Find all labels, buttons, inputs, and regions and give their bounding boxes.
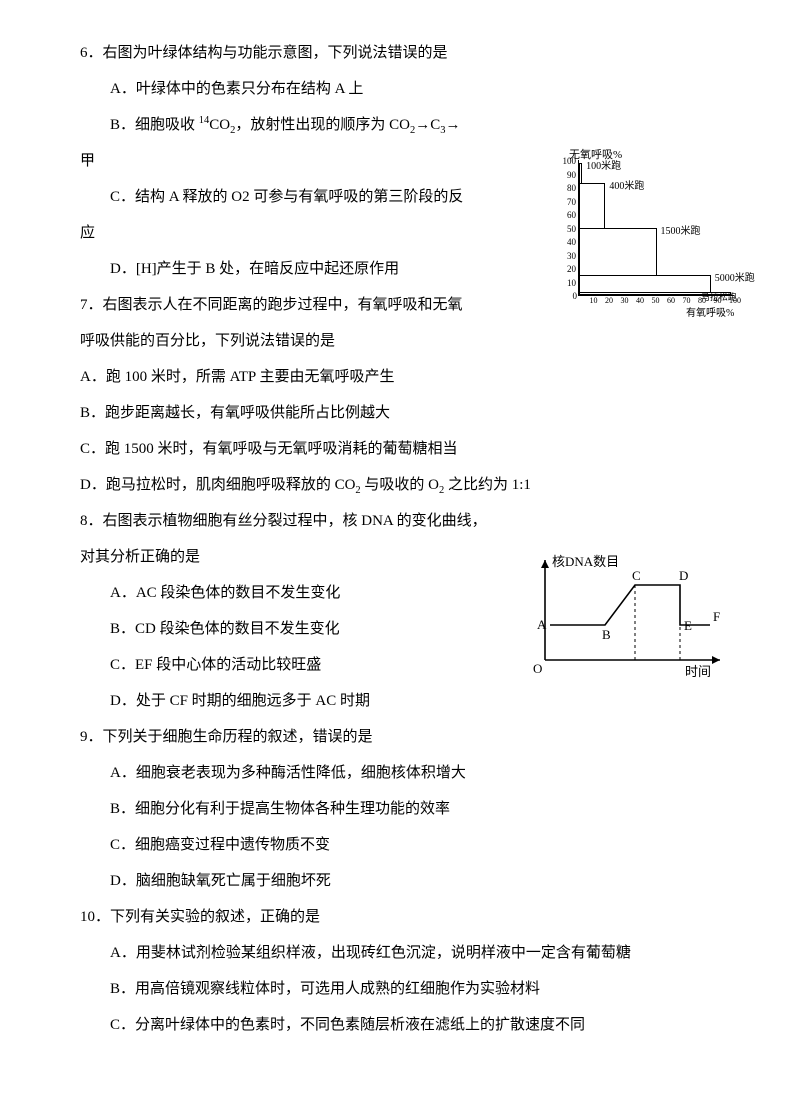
q7-stem-2: 呼吸供能的百分比，下列说法错误的是 xyxy=(80,323,740,359)
fig1-xlabel: 有氧呼吸% xyxy=(686,302,734,326)
q7-option-b: B．跑步距离越长，有氧呼吸供能所占比例越大 xyxy=(80,395,740,431)
q7-option-a: A．跑 100 米时，所需 ATP 主要由无氧呼吸产生 xyxy=(80,359,740,395)
text: → xyxy=(445,117,460,133)
fig1-axes: 1009080706050403020100102030405060708090… xyxy=(578,160,734,296)
q9-stem: 9．下列关于细胞生命历程的叙述，错误的是 xyxy=(80,719,740,755)
svg-text:时间: 时间 xyxy=(685,664,711,679)
q6-stem: 6．右图为叶绿体结构与功能示意图，下列说法错误的是 xyxy=(80,35,740,71)
respiration-bar-chart: 无氧呼吸% 1009080706050403020100102030405060… xyxy=(551,155,741,325)
svg-text:核DNA数目: 核DNA数目 xyxy=(552,554,619,569)
text: →C xyxy=(415,117,440,133)
sup: 14 xyxy=(199,115,210,126)
fig2-svg: O A B C D E F 核DNA数目时间 xyxy=(530,550,730,680)
q10-stem: 10．下列有关实验的叙述，正确的是 xyxy=(80,899,740,935)
text: D．跑马拉松时，肌肉细胞呼吸释放的 CO xyxy=(80,477,355,493)
q9-option-a: A．细胞衰老表现为多种酶活性降低，细胞核体积增大 xyxy=(80,755,740,791)
svg-text:E: E xyxy=(684,618,692,633)
svg-text:A: A xyxy=(537,617,547,632)
q10-option-c: C．分离叶绿体中的色素时，不同色素随层析液在滤纸上的扩散速度不同 xyxy=(80,1007,740,1043)
q7-option-d: D．跑马拉松时，肌肉细胞呼吸释放的 CO2 与吸收的 O2 之比约为 1:1 xyxy=(80,467,740,503)
svg-text:D: D xyxy=(679,568,688,583)
q6-option-b: B．细胞吸收 14CO2，放射性出现的顺序为 CO2→C3→ xyxy=(80,107,740,143)
svg-text:B: B xyxy=(602,627,611,642)
text: 与吸收的 O xyxy=(361,477,439,493)
q10-option-b: B．用高倍镜观察线粒体时，可选用人成熟的红细胞作为实验材料 xyxy=(80,971,740,1007)
q10-option-a: A．用斐林试剂检验某组织样液，出现砖红色沉淀，说明样液中一定含有葡萄糖 xyxy=(80,935,740,971)
q7-option-c: C．跑 1500 米时，有氧呼吸与无氧呼吸消耗的葡萄糖相当 xyxy=(80,431,740,467)
q9-option-d: D．脑细胞缺氧死亡属于细胞坏死 xyxy=(80,863,740,899)
q6-option-a: A．叶绿体中的色素只分布在结构 A 上 xyxy=(80,71,740,107)
q9-option-c: C．细胞癌变过程中遗传物质不变 xyxy=(80,827,740,863)
text: ，放射性出现的顺序为 CO xyxy=(235,117,410,133)
svg-text:O: O xyxy=(533,661,542,676)
text: CO xyxy=(209,117,230,133)
dna-curve-chart: O A B C D E F 核DNA数目时间 xyxy=(530,550,730,690)
q8-stem-1: 8．右图表示植物细胞有丝分裂过程中，核 DNA 的变化曲线， xyxy=(80,503,740,539)
svg-text:F: F xyxy=(713,609,720,624)
text: 之比约为 1:1 xyxy=(444,477,531,493)
q9-option-b: B．细胞分化有利于提高生物体各种生理功能的效率 xyxy=(80,791,740,827)
text: B．细胞吸收 xyxy=(110,117,199,133)
svg-text:C: C xyxy=(632,568,641,583)
